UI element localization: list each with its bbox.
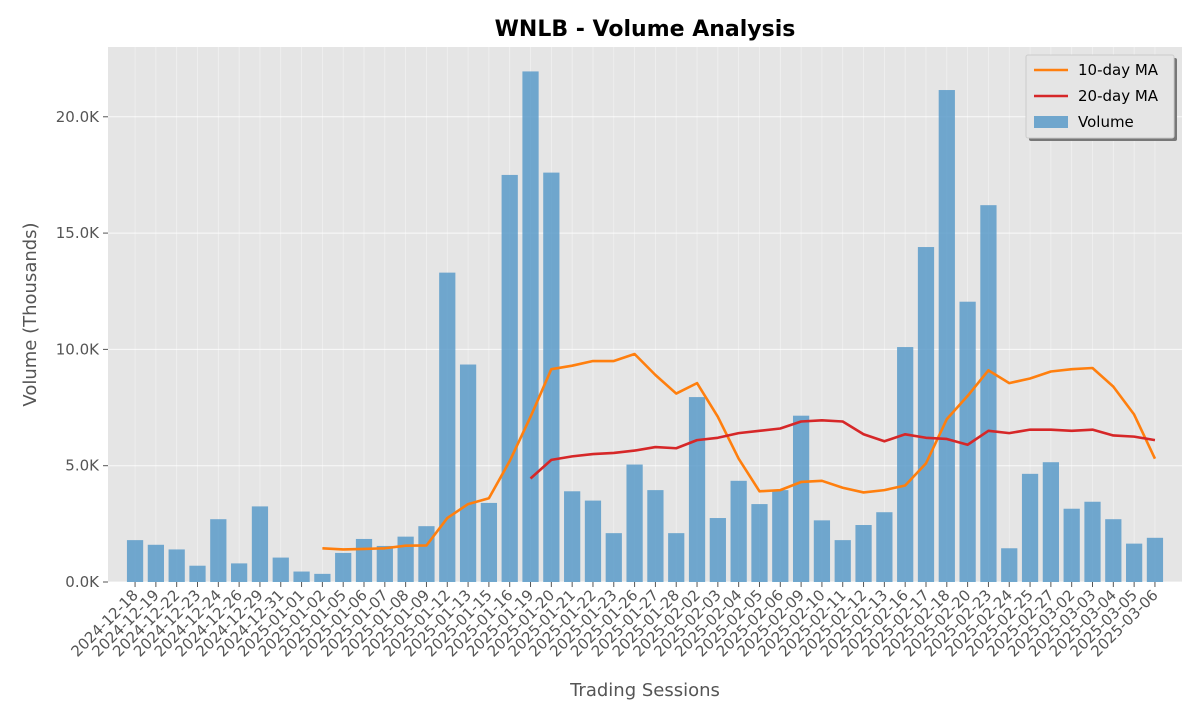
volume-bar: [439, 272, 456, 582]
legend-label: Volume: [1078, 113, 1134, 131]
volume-bar: [792, 415, 810, 582]
volume-bar: [709, 518, 726, 582]
volume-bar: [418, 526, 435, 582]
y-tick-label: 10.0K: [56, 340, 100, 358]
volume-bar: [231, 563, 248, 582]
y-axis-label: Volume (Thousands): [20, 222, 41, 406]
x-axis-label: Trading Sessions: [569, 680, 720, 701]
volume-bar: [147, 544, 164, 582]
volume-bar: [1084, 501, 1101, 582]
volume-bar: [168, 549, 185, 582]
volume-bar: [751, 504, 768, 582]
volume-bar: [126, 540, 144, 582]
volume-bar: [1063, 508, 1080, 582]
legend-bar-swatch: [1034, 116, 1068, 128]
volume-bar: [1105, 519, 1122, 582]
volume-bar: [730, 480, 747, 582]
volume-bar: [564, 491, 581, 582]
volume-bar: [189, 565, 206, 582]
volume-bar: [647, 490, 664, 582]
legend: 10-day MA 20-day MA Volume: [1025, 54, 1177, 141]
volume-bar: [813, 520, 831, 582]
volume-bar: [376, 545, 393, 582]
volume-bar: [480, 502, 498, 582]
volume-bar: [834, 540, 851, 582]
volume-bar: [584, 500, 602, 582]
volume-bar: [980, 205, 997, 582]
volume-bar: [876, 512, 893, 582]
volume-bar: [397, 536, 414, 582]
volume-bar: [917, 247, 935, 583]
volume-bar: [272, 557, 289, 582]
y-tick-label: 5.0K: [65, 457, 100, 475]
volume-bar: [1001, 548, 1018, 582]
volume-bar: [293, 571, 310, 582]
volume-bar: [626, 464, 643, 582]
volume-bar: [1146, 537, 1164, 582]
volume-bar: [668, 533, 685, 582]
y-axis: 0.0K 5.0K 10.0K 15.0K 20.0K: [56, 108, 108, 591]
volume-bar: [897, 347, 914, 582]
plot-area: [108, 47, 1182, 582]
volume-bar: [1042, 462, 1059, 582]
y-tick-label: 0.0K: [65, 573, 100, 591]
volume-bar: [355, 538, 373, 582]
y-tick-label: 15.0K: [56, 224, 100, 242]
volume-bar: [855, 525, 872, 582]
volume-bar: [1126, 543, 1143, 582]
volume-bar: [335, 552, 352, 582]
chart-title: WNLB - Volume Analysis: [495, 17, 796, 42]
volume-bar: [210, 519, 227, 582]
y-tick-label: 20.0K: [56, 108, 100, 126]
volume-bar: [1021, 473, 1039, 582]
volume-bar: [459, 364, 477, 582]
x-axis: 2024-12-182024-12-192024-12-222024-12-23…: [68, 582, 1162, 660]
volume-bar: [772, 490, 789, 582]
legend-label: 10-day MA: [1078, 61, 1159, 79]
volume-bar: [938, 90, 955, 583]
volume-bar: [501, 174, 518, 582]
moving-average-lines: [322, 352, 1157, 551]
10-day-ma-line: [322, 352, 1157, 551]
volume-bar: [605, 533, 622, 582]
volume-bar: [959, 301, 976, 582]
legend-label: 20-day MA: [1078, 87, 1159, 105]
volume-bar: [314, 573, 331, 582]
volume-bar: [688, 397, 706, 582]
volume-bar: [543, 172, 560, 582]
volume-bar: [251, 506, 269, 582]
volume-bar: [522, 71, 539, 582]
20-day-ma-line: [529, 419, 1156, 480]
